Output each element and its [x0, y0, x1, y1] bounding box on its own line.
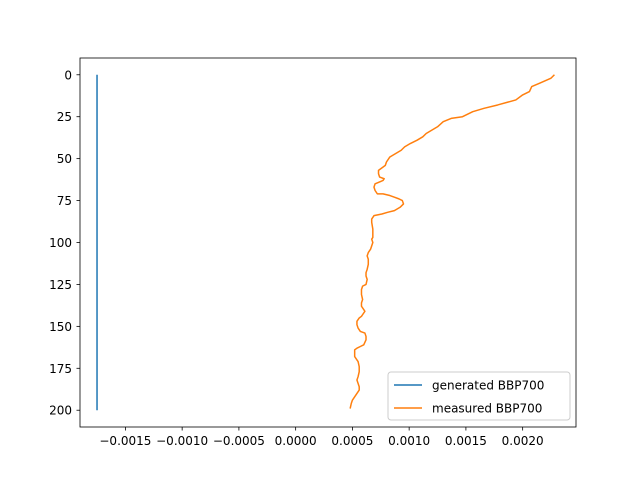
- y-axis: 0 25 50 75 100 125 150 175 200: [49, 68, 80, 418]
- x-tick-label: 0.0020: [502, 434, 544, 448]
- y-tick-label: 0: [64, 68, 72, 82]
- x-tick-label: 0.0015: [445, 434, 487, 448]
- legend-box: [387, 371, 571, 421]
- legend-label-generated: generated BBP700: [432, 379, 544, 393]
- x-tick-label: −0.0015: [99, 434, 151, 448]
- y-tick-label: 150: [49, 320, 72, 334]
- x-tick-label: 0.0010: [388, 434, 430, 448]
- y-tick-label: 125: [49, 278, 72, 292]
- y-tick-label: 75: [57, 194, 72, 208]
- y-tick-label: 25: [57, 110, 72, 124]
- series-layer: [96, 74, 555, 411]
- y-tick-label: 100: [49, 236, 72, 250]
- y-tick-label: 50: [57, 152, 72, 166]
- x-tick-label: −0.0010: [156, 434, 208, 448]
- x-tick-label: 0.0005: [331, 434, 373, 448]
- plot-area: [80, 58, 576, 427]
- legend: generated BBP700 measured BBP700: [387, 371, 571, 421]
- y-tick-label: 175: [49, 362, 72, 376]
- legend-label-measured: measured BBP700: [432, 402, 542, 416]
- plot-frame: [79, 57, 577, 428]
- x-axis: −0.0015 −0.0010 −0.0005 0.0000 0.0005 0.0010 0…: [99, 427, 544, 448]
- y-tick-label: 200: [49, 404, 72, 418]
- x-tick-label: −0.0005: [213, 434, 265, 448]
- series-line-measured: [349, 74, 555, 409]
- x-tick-label: 0.0000: [275, 434, 317, 448]
